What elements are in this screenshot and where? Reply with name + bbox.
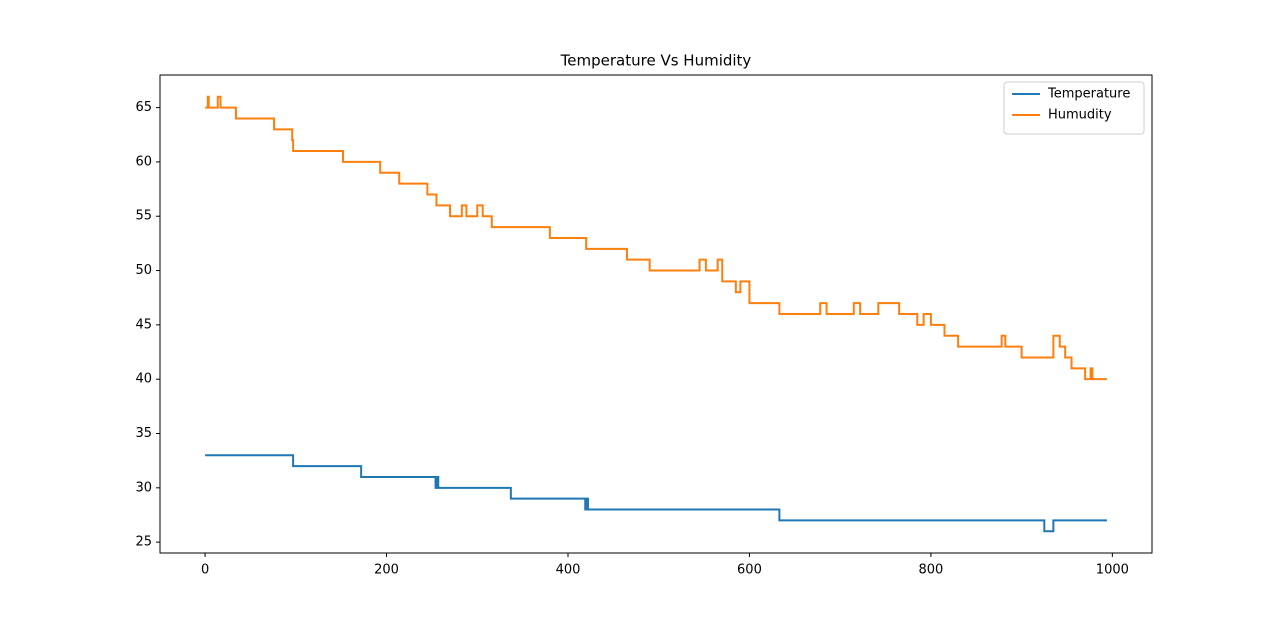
y-tick-label: 45 <box>135 317 152 332</box>
y-tick-label: 40 <box>135 372 152 387</box>
series-line <box>205 454 1107 533</box>
x-tick-label: 600 <box>737 563 762 578</box>
y-tick-label: 30 <box>135 480 152 495</box>
legend-label: Humudity <box>1048 108 1112 123</box>
y-tick-label: 65 <box>135 100 152 115</box>
legend-label: Temperature <box>1047 87 1130 102</box>
x-tick-label: 400 <box>556 563 581 578</box>
x-tick-label: 0 <box>201 563 209 578</box>
y-tick-label: 55 <box>135 209 152 224</box>
chart-title: Temperature Vs Humidity <box>560 52 752 70</box>
y-tick-label: 50 <box>135 263 152 278</box>
y-tick-label: 60 <box>135 154 152 169</box>
plot-frame <box>159 74 1153 554</box>
x-tick-label: 800 <box>918 563 943 578</box>
y-tick-label: 35 <box>135 426 152 441</box>
y-tick-label: 25 <box>135 535 152 550</box>
series-line <box>205 95 1107 381</box>
x-tick-label: 200 <box>374 563 399 578</box>
x-tick-label: 1000 <box>1096 563 1129 578</box>
